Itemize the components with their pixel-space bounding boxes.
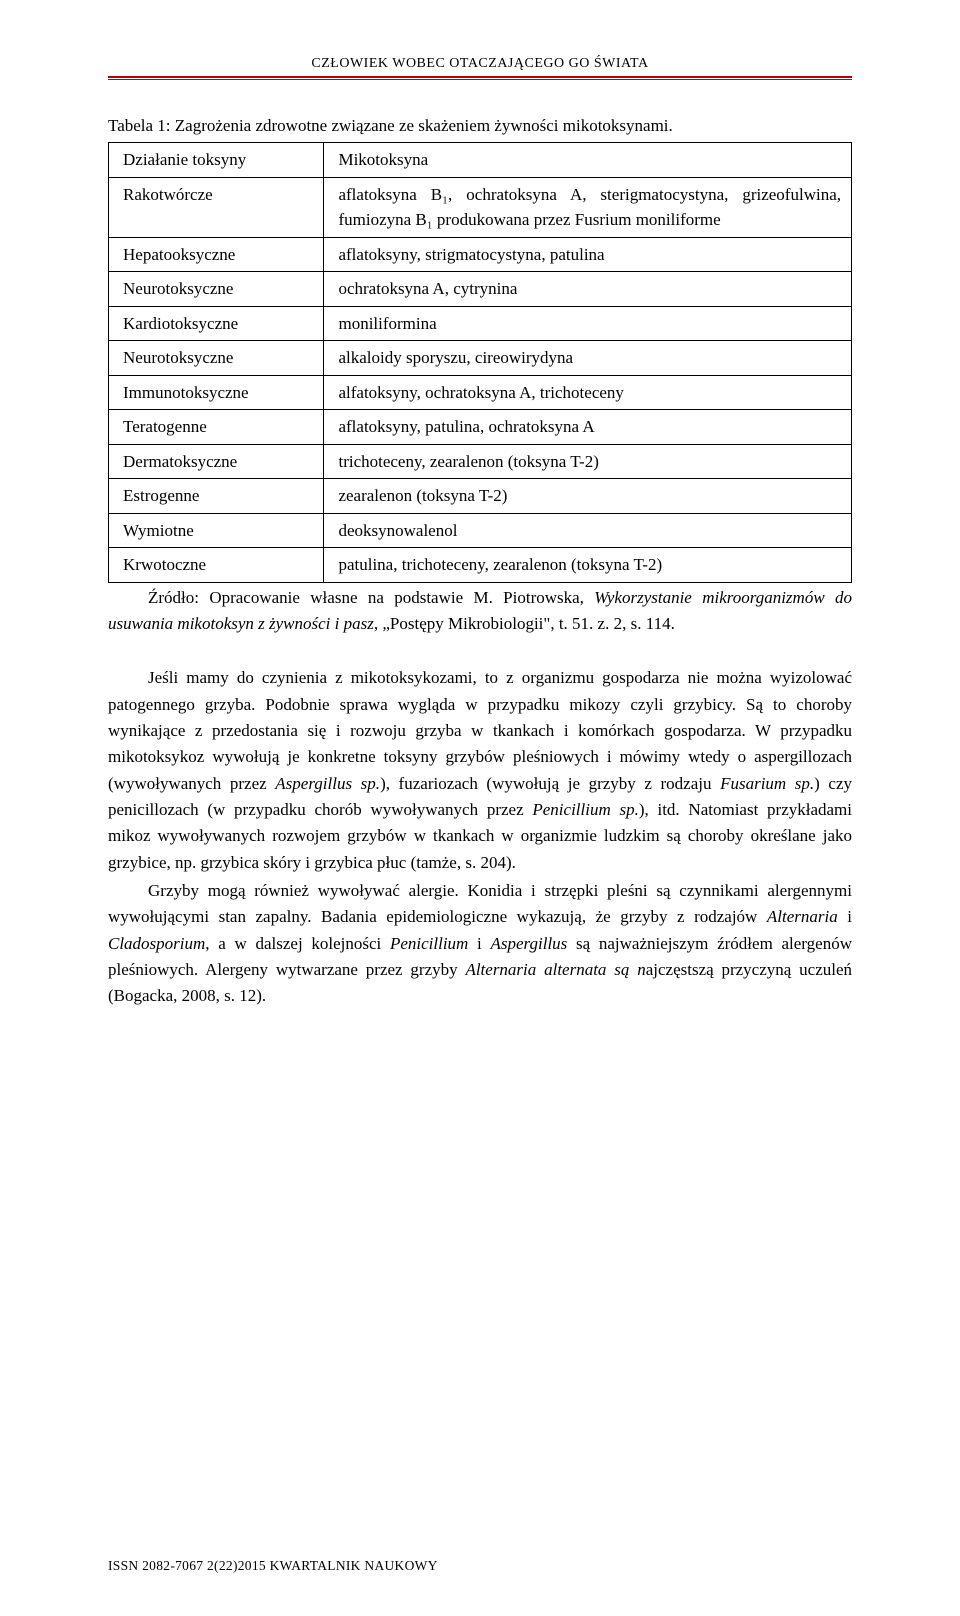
table-cell-left: Kardiotoksyczne (109, 306, 324, 341)
header-rule (108, 76, 852, 80)
table-cell-right: patulina, trichoteceny, zearalenon (toks… (324, 548, 852, 583)
table-row: Hepatooksyczneaflatoksyny, strigmatocyst… (109, 237, 852, 272)
page: CZŁOWIEK WOBEC OTACZAJĄCEGO GO ŚWIATA Ta… (0, 0, 960, 1616)
running-head: CZŁOWIEK WOBEC OTACZAJĄCEGO GO ŚWIATA (108, 56, 852, 72)
table-cell-right: aflatoksyna B₁, ochratoksyna A, sterigma… (324, 177, 852, 237)
table-cell-left: Działanie toksyny (109, 143, 324, 178)
table-cell-left: Estrogenne (109, 479, 324, 514)
body-paragraph: Jeśli mamy do czynienia z mikotoksykozam… (108, 665, 852, 876)
table-cell-right: alfatoksyny, ochratoksyna A, trichotecen… (324, 375, 852, 410)
table-cell-left: Dermatoksyczne (109, 444, 324, 479)
table-cell-right: Mikotoksyna (324, 143, 852, 178)
body-paragraph: Grzyby mogą również wywoływać alergie. K… (108, 878, 852, 1010)
table-cell-right: deoksynowalenol (324, 513, 852, 548)
table-cell-right: aflatoksyny, strigmatocystyna, patulina (324, 237, 852, 272)
table-cell-left: Wymiotne (109, 513, 324, 548)
table-cell-left: Krwotoczne (109, 548, 324, 583)
table-cell-right: zearalenon (toksyna T-2) (324, 479, 852, 514)
data-table: Działanie toksynyMikotoksynaRakotwórczea… (108, 142, 852, 583)
table-row: Krwotocznepatulina, trichoteceny, zearal… (109, 548, 852, 583)
table-row: Teratogenneaflatoksyny, patulina, ochrat… (109, 410, 852, 445)
table-cell-right: trichoteceny, zearalenon (toksyna T-2) (324, 444, 852, 479)
table-cell-right: alkaloidy sporyszu, cireowirydyna (324, 341, 852, 376)
table-row: Neurotoksyczneochratoksyna A, cytrynina (109, 272, 852, 307)
data-table-body: Działanie toksynyMikotoksynaRakotwórczea… (109, 143, 852, 583)
table-cell-right: ochratoksyna A, cytrynina (324, 272, 852, 307)
table-row: Estrogennezearalenon (toksyna T-2) (109, 479, 852, 514)
table-cell-left: Hepatooksyczne (109, 237, 324, 272)
body-text: Jeśli mamy do czynienia z mikotoksykozam… (108, 665, 852, 1009)
table-row: Rakotwórczeaflatoksyna B₁, ochratoksyna … (109, 177, 852, 237)
table-source: Źródło: Opracowanie własne na podstawie … (108, 585, 852, 638)
footer-issn: ISSN 2082-7067 2(22)2015 KWARTALNIK NAUK… (108, 1558, 438, 1574)
table-cell-left: Neurotoksyczne (109, 272, 324, 307)
table-cell-left: Neurotoksyczne (109, 341, 324, 376)
table-row: Dermatoksycznetrichoteceny, zearalenon (… (109, 444, 852, 479)
table-cell-left: Immunotoksyczne (109, 375, 324, 410)
table-cell-left: Rakotwórcze (109, 177, 324, 237)
table-row: Immunotoksycznealfatoksyny, ochratoksyna… (109, 375, 852, 410)
table-row: Działanie toksynyMikotoksyna (109, 143, 852, 178)
table-row: Wymiotnedeoksynowalenol (109, 513, 852, 548)
table-cell-right: moniliformina (324, 306, 852, 341)
table-row: Neurotoksycznealkaloidy sporyszu, cireow… (109, 341, 852, 376)
table-cell-right: aflatoksyny, patulina, ochratoksyna A (324, 410, 852, 445)
table-cell-left: Teratogenne (109, 410, 324, 445)
table-row: Kardiotoksycznemoniliformina (109, 306, 852, 341)
table-caption: Tabela 1: Zagrożenia zdrowotne związane … (108, 116, 852, 136)
